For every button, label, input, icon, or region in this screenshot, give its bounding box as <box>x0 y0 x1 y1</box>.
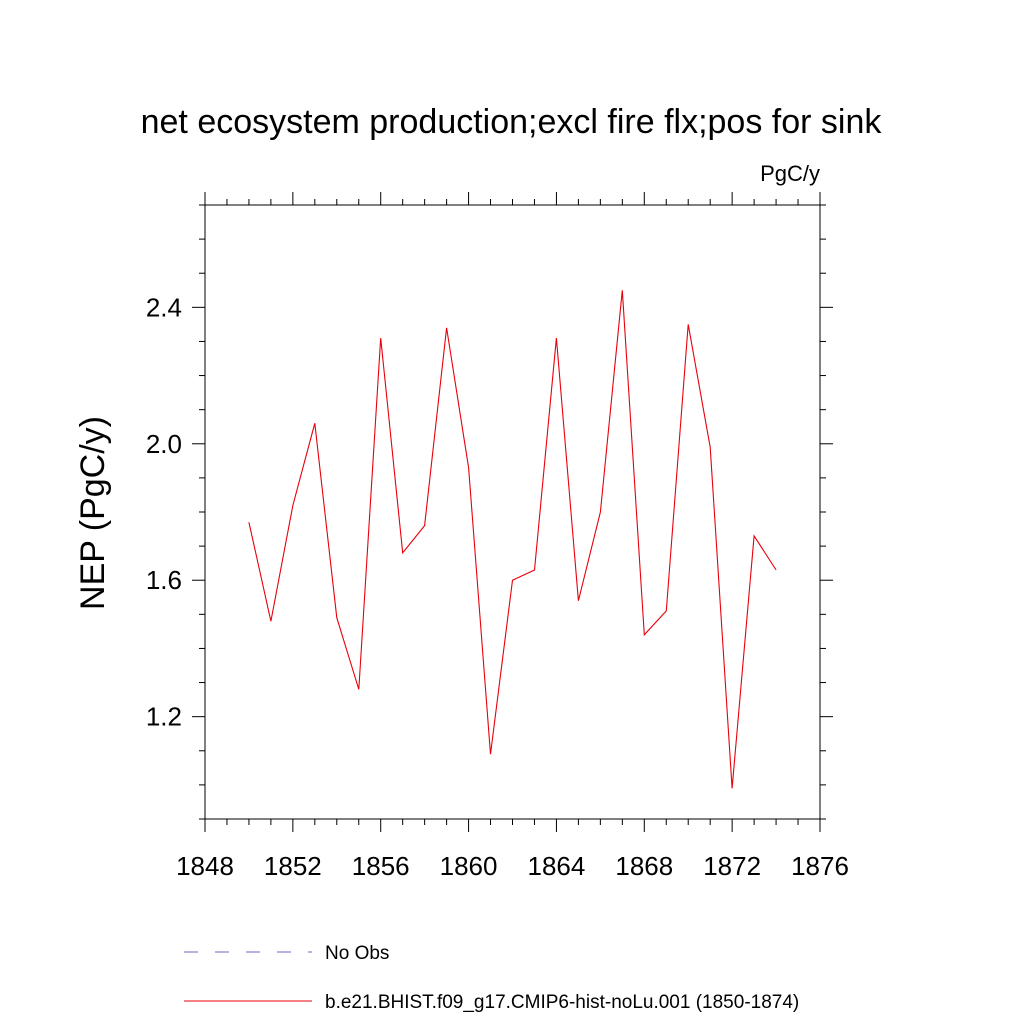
axis-ticks: 1848 1852 1856 1860 1864 1868 1872 1876 1.2 1.6 2.… <box>146 192 849 881</box>
y-tick-label: 1.2 <box>146 702 182 732</box>
x-tick-label: 1872 <box>703 851 761 881</box>
x-tick-label: 1860 <box>440 851 498 881</box>
legend-label: No Obs <box>325 943 389 964</box>
y-axis-label: NEP (PgC/y) <box>74 416 112 610</box>
x-tick-label: 1864 <box>528 851 586 881</box>
units-label: PgC/y <box>760 161 820 186</box>
y-tick-label: 1.6 <box>146 565 182 595</box>
x-tick-label: 1868 <box>615 851 673 881</box>
y-tick-label: 2.4 <box>146 292 182 322</box>
x-tick-label: 1852 <box>264 851 322 881</box>
y-tick-label: 2.0 <box>146 429 182 459</box>
x-tick-label: 1856 <box>352 851 410 881</box>
x-tick-label: 1848 <box>176 851 234 881</box>
x-tick-label: 1876 <box>791 851 849 881</box>
legend: No Obs b.e21.BHIST.f09_g17.CMIP6-hist-noL… <box>184 943 799 1013</box>
legend-label: b.e21.BHIST.f09_g17.CMIP6-hist-noLu.001 … <box>325 992 799 1013</box>
series-line <box>248 290 777 789</box>
chart-title: net ecosystem production;excl fire flx;p… <box>141 103 883 141</box>
series-layer <box>248 290 777 789</box>
